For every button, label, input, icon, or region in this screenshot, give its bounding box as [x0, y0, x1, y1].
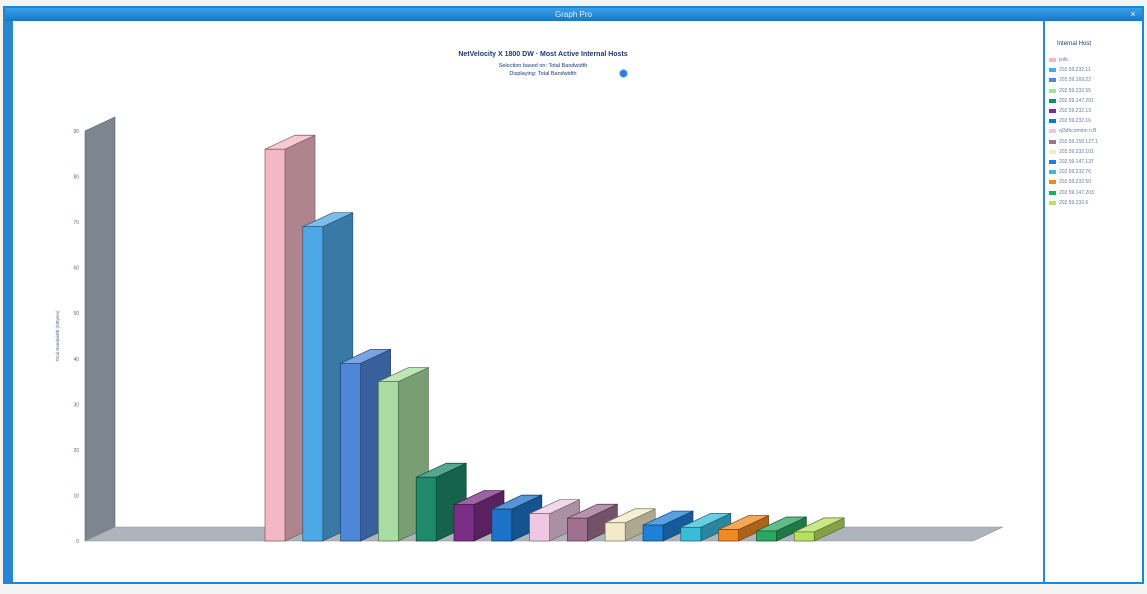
bar — [529, 499, 580, 542]
legend-item[interactable]: 202.59.232.50 — [1049, 177, 1098, 187]
legend-item[interactable]: 202.59.169.22 — [1049, 75, 1098, 85]
legend-swatch — [1049, 78, 1056, 83]
legend-label: 202.59.232.101 — [1059, 148, 1094, 155]
legend-swatch — [1049, 190, 1056, 195]
legend-item[interactable]: 202.59.147.201 — [1049, 96, 1098, 106]
legend-label: 202.59.232.16 — [1059, 118, 1091, 125]
bar-front — [529, 513, 550, 542]
legend-item[interactable]: 202.59.232.55 — [1049, 86, 1098, 96]
bar-front — [302, 226, 324, 542]
y-tick-label: 10 — [73, 493, 79, 499]
legend-swatch — [1049, 139, 1056, 144]
window-titlebar: Graph Pro × — [5, 8, 1142, 21]
y-tick-label: 40 — [73, 357, 79, 363]
chart-title: NetVelocity X 1800 DW · Most Active Inte… — [458, 51, 628, 58]
bar-front — [567, 517, 588, 542]
bar-front — [642, 524, 664, 542]
legend-label: 202.59.232.11 — [1059, 67, 1091, 74]
bar — [756, 516, 807, 542]
bar-front — [718, 529, 739, 542]
legend-swatch — [1049, 58, 1056, 63]
legend-label: 202.59.147.137 — [1059, 158, 1094, 165]
chart-subtitle-line-1: Selection based on: Total Bandwidth — [498, 63, 588, 69]
legend-label: 202.59.158.127.1 — [1059, 138, 1098, 145]
chart-subtitle-line-2: Displaying: Total Bandwidth — [509, 71, 577, 77]
bar-front — [756, 530, 777, 542]
close-button[interactable]: × — [1130, 9, 1136, 19]
bar — [604, 508, 656, 542]
legend-item[interactable]: ql3dhcommn n.B — [1049, 126, 1098, 136]
y-tick-label: 30 — [73, 402, 79, 408]
legend-item[interactable]: 202.59.147.203 — [1049, 187, 1098, 197]
legend-item[interactable]: 202.59.232.16 — [1049, 116, 1098, 126]
bar-front — [680, 526, 702, 542]
left-frame-strip — [5, 21, 13, 582]
window-title: Graph Pro — [555, 10, 592, 19]
bar-front — [793, 531, 815, 542]
chart-window: Graph Pro × NetVelocity X 1800 DW · Most… — [3, 6, 1144, 584]
legend-pane: Internal Host jsdk 202.59.232.11 202.59.16… — [1045, 21, 1142, 582]
legend-label: 202.59.232.13 — [1059, 108, 1091, 115]
y-tick-label: 80 — [73, 175, 79, 181]
legend-label: 202.59.232.6 — [1059, 199, 1089, 206]
bar — [718, 515, 769, 542]
legend-swatch — [1049, 170, 1056, 175]
bar-front — [378, 381, 399, 542]
legend-swatch — [1049, 129, 1056, 134]
y-tick-label: 90 — [73, 129, 79, 135]
bar-front — [415, 476, 437, 542]
legend-label: 202.59.232.76 — [1059, 169, 1091, 176]
legend-item[interactable]: 202.59.147.137 — [1049, 157, 1098, 167]
legend-item[interactable]: 202.59.232.11 — [1049, 65, 1098, 75]
y-tick-label: 50 — [73, 311, 79, 317]
pane-divider — [1043, 21, 1045, 582]
legend-swatch — [1049, 98, 1056, 103]
y-tick-label: 20 — [73, 448, 79, 454]
legend-label: 202.59.232.55 — [1059, 87, 1091, 94]
legend-item[interactable]: jsdk — [1049, 55, 1098, 65]
legend-item[interactable]: 202.59.232.101 — [1049, 147, 1098, 157]
legend-swatch — [1049, 109, 1056, 114]
legend-label: 202.59.169.22 — [1059, 77, 1091, 84]
y-tick-label: 60 — [73, 266, 79, 272]
bar-front — [491, 508, 513, 542]
legend-label: ql3dhcommn n.B — [1059, 128, 1097, 135]
y-tick-label: 70 — [73, 220, 79, 226]
legend-label: 202.59.232.50 — [1059, 179, 1091, 186]
legend-swatch — [1049, 88, 1056, 93]
y-tick-label: 0 — [76, 539, 79, 545]
bar — [491, 494, 543, 542]
legend-item[interactable]: 202.59.232.13 — [1049, 106, 1098, 116]
info-icon[interactable] — [619, 69, 628, 78]
legend-swatch — [1049, 200, 1056, 205]
legend-swatch — [1049, 68, 1056, 73]
legend-title: Internal Host — [1057, 41, 1092, 47]
bar-front — [264, 148, 286, 542]
y-axis-label: Total Bandwidth (MBytes) — [55, 310, 60, 362]
legend-swatch — [1049, 119, 1056, 124]
legend-item[interactable]: 202.59.158.127.1 — [1049, 137, 1098, 147]
legend-label: 202.59.147.201 — [1059, 97, 1094, 104]
legend-item[interactable]: 202.59.232.76 — [1049, 167, 1098, 177]
legend-label: 202.59.147.203 — [1059, 189, 1094, 196]
legend-swatch — [1049, 149, 1056, 154]
bar — [793, 517, 845, 542]
bar-front — [453, 504, 475, 542]
legend-list: jsdk 202.59.232.11 202.59.169.22 202.59.232… — [1049, 55, 1098, 208]
chart-pane: NetVelocity X 1800 DW · Most Active Inte… — [13, 21, 1043, 582]
bar — [567, 503, 618, 542]
legend-swatch — [1049, 159, 1056, 164]
bar-front — [604, 522, 626, 542]
legend-item[interactable]: 202.59.232.6 — [1049, 198, 1098, 208]
legend-label: jsdk — [1059, 57, 1068, 64]
bar — [642, 510, 694, 542]
bar-chart-plot: 0 10 20 30 40 50 60 70 80 90 Total Bandwidth (MByt… — [55, 116, 1004, 545]
bar-front — [340, 362, 361, 542]
chart-back-wall — [84, 116, 116, 542]
legend-swatch — [1049, 180, 1056, 185]
